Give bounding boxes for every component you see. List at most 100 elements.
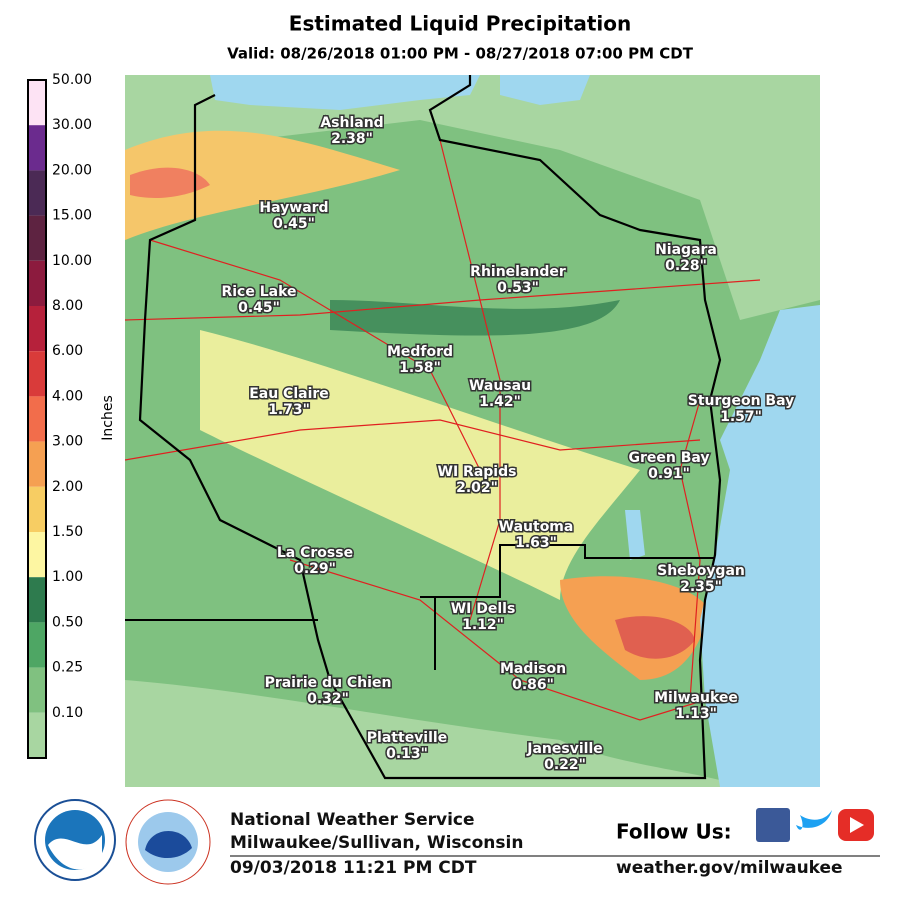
city-value: 2.02" — [456, 480, 498, 496]
legend-swatch — [28, 351, 46, 397]
office-border — [420, 544, 715, 670]
precip-area — [330, 300, 620, 336]
legend-tick-label: 1.50 — [52, 524, 83, 540]
city-name: Sturgeon Bay — [688, 393, 794, 409]
city-name: Rhinelander — [470, 264, 566, 280]
precip-area — [125, 130, 400, 240]
legend-swatch — [28, 486, 46, 532]
city-value: 1.57" — [720, 409, 762, 425]
city-name: Wautoma — [499, 519, 574, 535]
legend-tick-label: 0.10 — [52, 705, 83, 721]
legend-frame — [27, 79, 47, 759]
city-value: 0.45" — [238, 300, 280, 316]
legend-tick-label: 20.00 — [52, 162, 92, 178]
lake — [500, 75, 590, 105]
precip-area — [200, 330, 640, 600]
city-name: Niagara — [655, 242, 717, 258]
legend-swatch — [28, 260, 46, 306]
legend-swatch — [28, 622, 46, 668]
subtitle: Valid: 08/26/2018 01:00 PM - 08/27/2018 … — [227, 45, 694, 63]
legend-label: Inches — [100, 395, 116, 440]
city-name: Ashland — [320, 115, 383, 131]
city-name: WI Dells — [451, 601, 516, 617]
lake — [625, 510, 645, 560]
legend-tick-label: 1.00 — [52, 569, 83, 585]
legend-tick-label: 6.00 — [52, 343, 83, 359]
noaa-logo — [34, 799, 116, 881]
state-border — [138, 75, 722, 780]
city-value: 1.13" — [675, 706, 717, 722]
legend-swatch — [28, 577, 46, 623]
issued: 09/03/2018 11:21 PM CDT — [230, 858, 477, 878]
city-name: Milwaukee — [654, 690, 738, 706]
city-name: La Crosse — [277, 545, 353, 561]
city-name: Sheboygan — [657, 563, 745, 579]
lake — [700, 75, 820, 787]
city-value: 1.12" — [462, 617, 504, 633]
city-name: Madison — [500, 661, 566, 677]
city-name: Rice Lake — [221, 284, 296, 300]
legend-swatch — [28, 306, 46, 352]
city-name: Wausau — [469, 378, 531, 394]
precip-area — [125, 75, 820, 320]
legend-tick-label: 0.50 — [52, 614, 83, 630]
city-value: 0.28" — [665, 258, 707, 274]
follow: Follow Us: — [616, 820, 732, 844]
legend-tick-label: 3.00 — [52, 434, 83, 450]
city-name: Eau Claire — [249, 386, 329, 402]
city-value: 0.29" — [294, 561, 336, 577]
twitter-icon[interactable] — [796, 810, 832, 830]
city-name: Green Bay — [628, 450, 709, 466]
city-value: 1.58" — [399, 360, 441, 376]
precip-area — [130, 167, 210, 198]
city-name: WI Rapids — [438, 464, 517, 480]
legend-tick-label: 50.00 — [52, 72, 92, 88]
city-name: Janesville — [526, 741, 602, 757]
legend-swatch — [28, 80, 46, 126]
city-value: 1.42" — [479, 394, 521, 410]
precip-area — [615, 616, 695, 659]
legend-tick-label: 2.00 — [52, 479, 83, 495]
city-value: 2.38" — [331, 131, 373, 147]
city-name: Medford — [387, 344, 453, 360]
office: National Weather Service — [230, 810, 475, 830]
city-value: 1.73" — [268, 402, 310, 418]
city-value: 0.86" — [512, 677, 554, 693]
legend-tick-label: 8.00 — [52, 298, 83, 314]
city-value: 0.45" — [273, 216, 315, 232]
city-value: 2.35" — [680, 579, 722, 595]
legend-tick-label: 0.25 — [52, 660, 83, 676]
city-value: 0.13" — [386, 746, 428, 762]
location: Milwaukee/Sullivan, Wisconsin — [230, 833, 523, 853]
youtube-play — [850, 817, 864, 833]
facebook-icon[interactable] — [756, 808, 790, 842]
title: Estimated Liquid Precipitation — [289, 12, 631, 36]
map — [125, 75, 820, 787]
legend-tick-label: 10.00 — [52, 253, 92, 269]
legend-swatch — [28, 441, 46, 487]
roads — [125, 139, 761, 721]
legend-swatch — [28, 170, 46, 216]
legend-tick-label: 30.00 — [52, 117, 92, 133]
city-value: 0.32" — [307, 691, 349, 707]
city-value: 0.91" — [648, 466, 690, 482]
url: weather.gov/milwaukee — [616, 858, 843, 878]
legend: 50.00 30.00 20.00 15.00 10.00 8.00 6.00 4.00 3.0… — [27, 72, 92, 759]
lake — [210, 75, 480, 110]
city-value: 1.63" — [515, 535, 557, 551]
legend-swatch — [28, 532, 46, 578]
legend-swatch — [28, 396, 46, 442]
city-name: Platteville — [367, 730, 447, 746]
legend-tick-label: 4.00 — [52, 388, 83, 404]
legend-tick-label: 15.00 — [52, 208, 92, 224]
city-value: 0.22" — [544, 757, 586, 773]
legend-swatch — [28, 712, 46, 758]
city-name: Prairie du Chien — [265, 675, 392, 691]
legend-swatch — [28, 125, 46, 171]
city-name: Hayward — [259, 200, 328, 216]
precip-area — [125, 680, 720, 787]
nws-logo — [125, 799, 211, 885]
city-value: 0.53" — [497, 280, 539, 296]
